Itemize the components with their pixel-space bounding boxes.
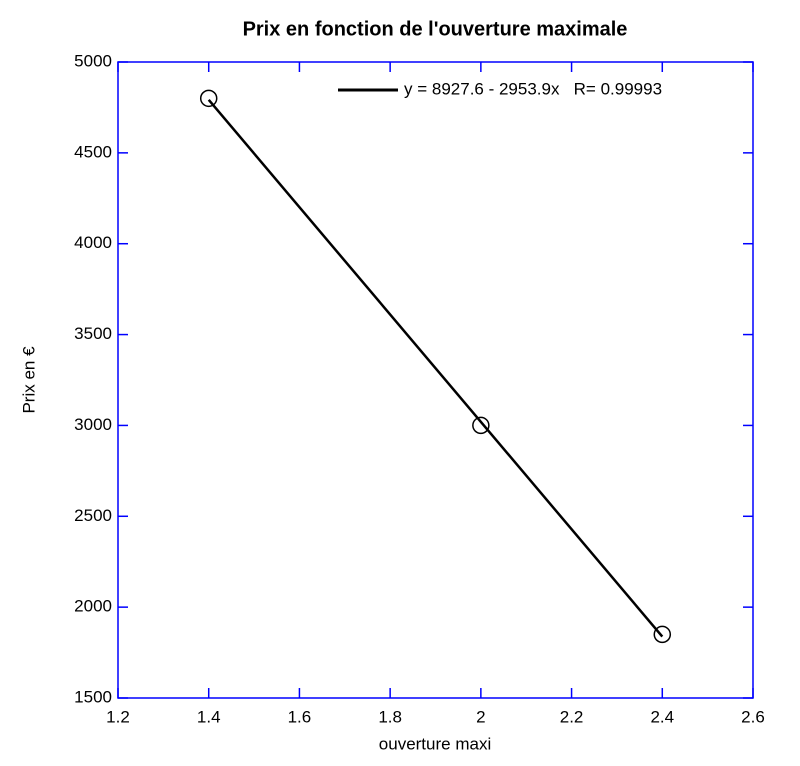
y-tick-label: 1500 xyxy=(74,687,112,706)
x-tick-label: 1.6 xyxy=(288,707,312,726)
x-tick-label: 1.8 xyxy=(378,707,402,726)
x-tick-label: 2 xyxy=(476,707,485,726)
data-point xyxy=(653,625,672,644)
x-tick-label: 1.2 xyxy=(106,707,130,726)
x-axis-label: ouverture maxi xyxy=(379,734,491,753)
y-tick-label: 2500 xyxy=(74,506,112,525)
y-tick-label: 2000 xyxy=(74,597,112,616)
y-axis-label: Prix en € xyxy=(19,346,38,414)
plot-frame xyxy=(117,61,754,699)
fit-line xyxy=(207,98,664,638)
y-tick-label: 4000 xyxy=(74,233,112,252)
data-point xyxy=(472,416,490,435)
legend-label: y = 8927.6 - 2953.9x R= 0.99993 xyxy=(404,79,662,98)
y-tick-label: 4500 xyxy=(74,142,112,161)
y-tick-label: 3500 xyxy=(74,324,112,343)
y-tick-label: 3000 xyxy=(74,415,112,434)
x-tick-label: 2.6 xyxy=(741,707,765,726)
x-tick-label: 2.2 xyxy=(560,707,584,726)
y-tick-label: 5000 xyxy=(74,51,112,70)
x-tick-label: 1.4 xyxy=(197,707,221,726)
chart-title: Prix en fonction de l'ouverture maximale xyxy=(243,18,628,40)
x-tick-label: 2.4 xyxy=(650,707,674,726)
data-point xyxy=(199,89,218,108)
